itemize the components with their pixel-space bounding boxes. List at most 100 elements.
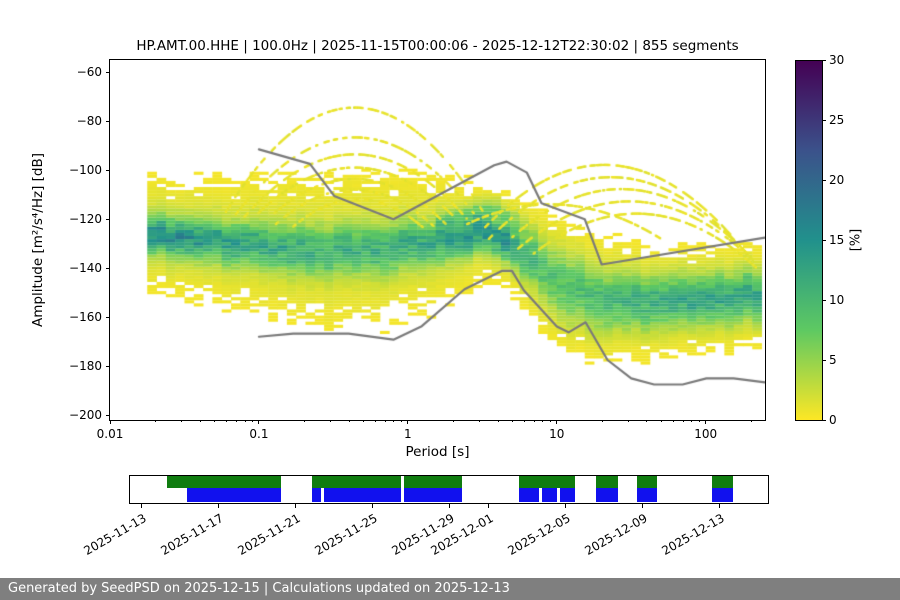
availability-segment-green	[636, 476, 658, 488]
availability-segment-blue	[519, 488, 539, 502]
y-tick-label: −80	[76, 114, 102, 129]
x-minor-tick-mark	[691, 420, 693, 422]
y-tick-label: −180	[69, 359, 102, 374]
y-tick-label: −60	[76, 65, 102, 80]
y-tick-label: −160	[69, 310, 102, 325]
y-tick-mark	[106, 267, 110, 269]
timeline-tick-mark	[218, 504, 220, 508]
x-minor-tick-mark	[660, 420, 662, 422]
x-minor-tick-mark	[235, 420, 237, 422]
x-minor-tick-mark	[214, 420, 216, 422]
x-tick-label: 0.01	[96, 427, 124, 441]
availability-segment-blue	[186, 488, 282, 502]
availability-segment-green	[312, 476, 401, 488]
x-tick-mark	[705, 420, 707, 424]
ppsd-heatmap-canvas	[110, 60, 765, 420]
x-minor-tick-mark	[542, 420, 544, 422]
x-tick-label: 1	[404, 427, 412, 441]
timeline-tick-mark	[719, 504, 721, 508]
colorbar-tick-label: 15	[829, 233, 845, 247]
colorbar-tick-mark	[822, 299, 826, 301]
x-minor-tick-mark	[374, 420, 376, 422]
y-tick-mark	[106, 414, 110, 416]
timeline-tick-mark	[295, 504, 297, 508]
availability-segment-blue	[712, 488, 734, 502]
colorbar-tick-label: 0	[829, 413, 837, 427]
timeline-tick-label: 2025-11-21	[235, 511, 303, 558]
x-minor-tick-mark	[199, 420, 201, 422]
colorbar-tick-label: 30	[829, 53, 845, 67]
x-tick-label: 10	[549, 427, 565, 441]
availability-segment-green	[519, 476, 576, 488]
timeline-tick-label: 2025-11-17	[158, 511, 226, 558]
timeline-tick-mark	[372, 504, 374, 508]
timeline-tick-mark	[141, 504, 143, 508]
availability-segment-blue	[542, 488, 557, 502]
x-minor-tick-mark	[252, 420, 254, 422]
x-minor-tick-mark	[478, 420, 480, 422]
x-tick-label: 0.1	[249, 427, 269, 441]
timeline-tick-label: 2025-11-25	[312, 511, 380, 558]
colorbar-tick-mark	[822, 119, 826, 121]
x-minor-tick-mark	[225, 420, 227, 422]
availability-segment-green	[596, 476, 618, 488]
timeline-tick-label: 2025-12-05	[505, 511, 573, 558]
x-minor-tick-mark	[698, 420, 700, 422]
availability-segment-blue	[404, 488, 462, 502]
x-minor-tick-mark	[627, 420, 629, 422]
colorbar-tick-label: 10	[829, 293, 845, 307]
x-minor-tick-mark	[511, 420, 513, 422]
plot-title: HP.AMT.00.HHE | 100.0Hz | 2025-11-15T00:…	[136, 38, 739, 54]
colorbar-gradient	[795, 60, 823, 421]
x-minor-tick-mark	[452, 420, 454, 422]
footer-text: Generated by SeedPSD on 2025-12-15 | Cal…	[8, 581, 510, 596]
x-minor-tick-mark	[244, 420, 246, 422]
x-axis-label: Period [s]	[405, 444, 470, 460]
x-minor-tick-mark	[348, 420, 350, 422]
x-minor-tick-mark	[393, 420, 395, 422]
y-tick-mark	[106, 169, 110, 171]
availability-segment-blue	[559, 488, 576, 502]
x-minor-tick-mark	[363, 420, 365, 422]
availability-segment-blue	[312, 488, 321, 502]
x-minor-tick-mark	[646, 420, 648, 422]
colorbar-tick-label: 25	[829, 113, 845, 127]
y-tick-label: −200	[69, 408, 102, 423]
x-minor-tick-mark	[384, 420, 386, 422]
y-tick-mark	[106, 218, 110, 220]
x-minor-tick-mark	[750, 420, 752, 422]
availability-segment-blue	[596, 488, 618, 502]
x-tick-mark	[407, 420, 409, 424]
y-tick-mark	[106, 71, 110, 73]
timeline-tick-label: 2025-11-13	[81, 511, 149, 558]
availability-segment-green	[404, 476, 462, 488]
x-tick-mark	[556, 420, 558, 424]
y-tick-mark	[106, 316, 110, 318]
ppsd-plot-axes	[109, 59, 766, 421]
x-tick-label: 100	[694, 427, 718, 441]
availability-segment-green	[712, 476, 734, 488]
x-minor-tick-mark	[154, 420, 156, 422]
x-tick-mark	[109, 420, 111, 424]
y-tick-label: −140	[69, 261, 102, 276]
y-tick-label: −100	[69, 163, 102, 178]
x-minor-tick-mark	[672, 420, 674, 422]
x-minor-tick-mark	[303, 420, 305, 422]
x-tick-mark	[258, 420, 260, 424]
availability-segment-green	[166, 476, 282, 488]
colorbar-tick-label: 5	[829, 353, 837, 367]
colorbar-tick-mark	[822, 359, 826, 361]
timeline-tick-label: 2025-12-09	[582, 511, 650, 558]
y-axis-label: Amplitude [m²/s⁴/Hz] [dB]	[30, 152, 46, 328]
x-minor-tick-mark	[401, 420, 403, 422]
timeline-tick-mark	[488, 504, 489, 508]
availability-segment-blue	[636, 488, 658, 502]
x-minor-tick-mark	[533, 420, 535, 422]
availability-segment-blue	[323, 488, 401, 502]
x-minor-tick-mark	[523, 420, 525, 422]
x-minor-tick-mark	[181, 420, 183, 422]
footer-bar: Generated by SeedPSD on 2025-12-15 | Cal…	[0, 578, 900, 600]
timeline-tick-label: 2025-12-13	[659, 511, 727, 558]
x-minor-tick-mark	[549, 420, 551, 422]
